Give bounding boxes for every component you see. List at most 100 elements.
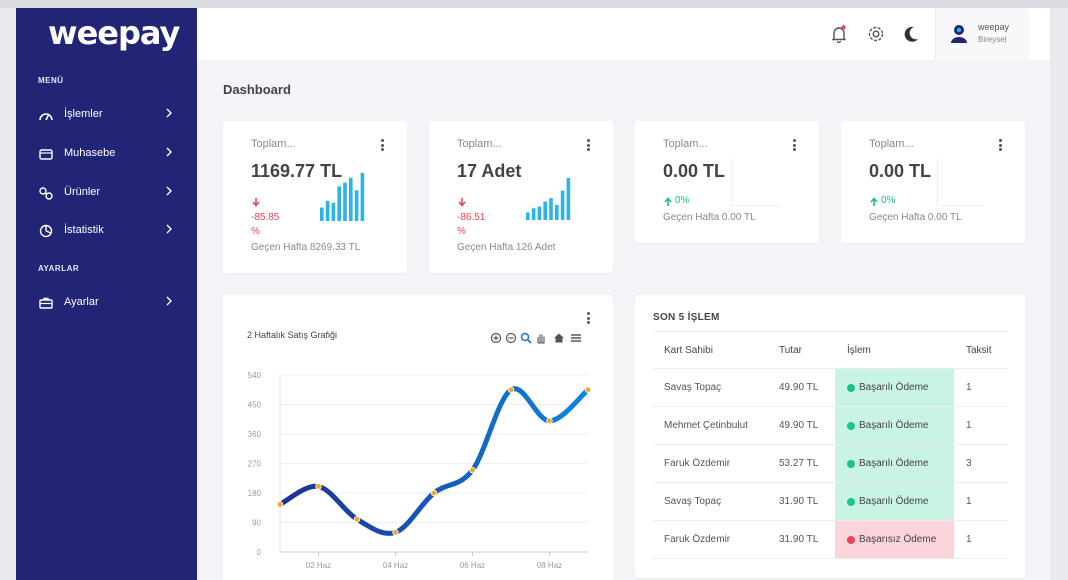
zoom-selection-icon[interactable] [520,332,532,344]
stat-value: 0.00 TL [663,161,726,181]
column-header[interactable]: İşlem [847,345,871,356]
brand-logo[interactable]: weepay [48,14,180,52]
dark-mode-moon-icon[interactable] [901,24,921,44]
zoom-out-icon[interactable] [505,332,517,344]
data-point[interactable] [430,489,438,497]
status-dot [847,498,855,506]
stat-change: 0% [675,195,690,206]
y-tick-label: 180 [248,489,262,498]
card-menu-button[interactable] [379,139,385,153]
amount: 31.90 TL [779,534,819,545]
pan-hand-icon[interactable] [535,332,547,344]
installment: 1 [966,382,972,393]
sidebar-item-ayarlar[interactable]: Ayarlar [16,288,197,318]
data-point[interactable] [546,417,553,425]
pie-chart-icon [39,224,53,238]
table-row[interactable]: Faruk Özdemir 53.27 TL Başarılı Ödeme 3 [653,445,1008,483]
user-menu[interactable]: weepay Bireysel [935,8,1029,60]
stat-title: Toplam... [457,138,502,150]
zoom-in-icon[interactable] [490,332,502,344]
installment: 1 [966,534,972,545]
column-header[interactable]: Taksit [966,345,992,356]
spark-bar [354,190,359,221]
amount: 49.90 TL [779,382,819,393]
gear-icon[interactable] [866,24,886,44]
menu-icon[interactable] [570,332,582,344]
link-icon [39,187,53,200]
stat-previous-week: Geçen Hafta 0.00 TL [869,212,962,223]
status-dot [847,536,855,544]
column-header[interactable]: Tutar [779,345,802,356]
arrow-down-icon [252,198,260,207]
table-row[interactable]: Faruk Özdemir 31.90 TL Başarısız Ödeme 1 [653,521,1008,559]
chevron-right-icon [166,224,172,234]
sparkline-axis [937,159,938,205]
stat-value: 0.00 TL [869,161,932,181]
stat-previous-week: Geçen Hafta 0.00 TL [663,212,756,223]
app-frame: weepay MENÜ İşlemler Muhasebe [16,8,1050,580]
spark-bar [331,202,336,221]
data-point[interactable] [469,466,476,474]
chevron-right-icon [166,186,172,196]
gauge-icon [39,113,53,121]
settings-section-title: AYARLAR [38,264,80,273]
data-point[interactable] [507,386,515,393]
sales-line-chart[interactable]: 0 90 180 270 360 450 540 02 Haz 04 Haz 06 Haz 08 … [223,355,613,580]
recent-transactions-card: SON 5 İŞLEM Kart Sahibi Tutar İşlem Taks… [635,295,1025,578]
spark-bar [325,200,330,221]
avatar-icon [951,25,967,43]
installment: 1 [966,420,972,431]
status-cell: Başarılı Ödeme [835,445,954,482]
card-menu-button[interactable] [791,139,797,153]
stat-previous-week: Geçen Hafta 8269.33 TL [251,242,361,253]
status-text: Başarılı Ödeme [859,458,929,469]
status-text: Başarılı Ödeme [859,420,929,431]
data-point[interactable] [584,386,592,393]
stat-value: 17 Adet [457,161,522,181]
stat-sparkbars [526,178,571,220]
sidebar-item-islemler[interactable]: İşlemler [16,100,197,130]
spark-bar [537,206,542,220]
sparkline-axis [731,205,779,206]
sidebar-item-istatistik[interactable]: İstatistik [16,216,197,246]
status-text: Başarılı Ödeme [859,496,929,507]
installment: 3 [966,458,972,469]
spark-bar [526,212,530,220]
stat-title: Toplam... [869,138,914,150]
main-content: weepay Bireysel Dashboard Toplam... 1169… [197,8,1050,580]
column-header[interactable]: Kart Sahibi [664,345,713,356]
card-holder: Savaş Topaç [664,382,722,393]
card-menu-button[interactable] [585,139,591,153]
table-row[interactable]: Savaş Topaç 31.90 TL Başarılı Ödeme 1 [653,483,1008,521]
card-menu-button[interactable] [585,312,591,326]
page-title: Dashboard [223,82,291,97]
notification-bell-icon[interactable] [829,24,849,44]
status-dot [847,460,855,468]
stat-change: 0% [881,195,896,206]
spark-bar [337,186,341,221]
home-icon[interactable] [553,332,565,344]
spark-bar [543,201,547,220]
x-tick-label: 08 Haz [537,561,562,570]
card-menu-button[interactable] [997,139,1003,153]
status-cell: Başarılı Ödeme [835,407,954,444]
data-point[interactable] [392,529,399,536]
sidebar-item-muhasebe[interactable]: Muhasebe [16,139,197,169]
data-point[interactable] [276,501,284,508]
stat-previous-week: Geçen Hafta 126 Adet [457,242,556,253]
sidebar-item-label: İstatistik [64,224,104,236]
stat-title: Toplam... [663,138,708,150]
data-point[interactable] [353,516,361,523]
y-tick-label: 270 [248,460,262,469]
installment: 1 [966,496,972,507]
x-tick-label: 06 Haz [460,561,485,570]
arrow-up-icon [870,197,878,206]
amount: 53.27 TL [779,458,819,469]
table-row[interactable]: Mehmet Çetinbulut 49.90 TL Başarılı Ödem… [653,407,1008,445]
y-tick-label: 360 [248,430,262,439]
user-name: weepay [978,22,1010,32]
data-point[interactable] [315,483,322,490]
y-tick-label: 540 [248,371,262,380]
sidebar-item-urunler[interactable]: Ürünler [16,178,197,208]
table-row[interactable]: Savaş Topaç 49.90 TL Başarılı Ödeme 1 [653,369,1008,407]
